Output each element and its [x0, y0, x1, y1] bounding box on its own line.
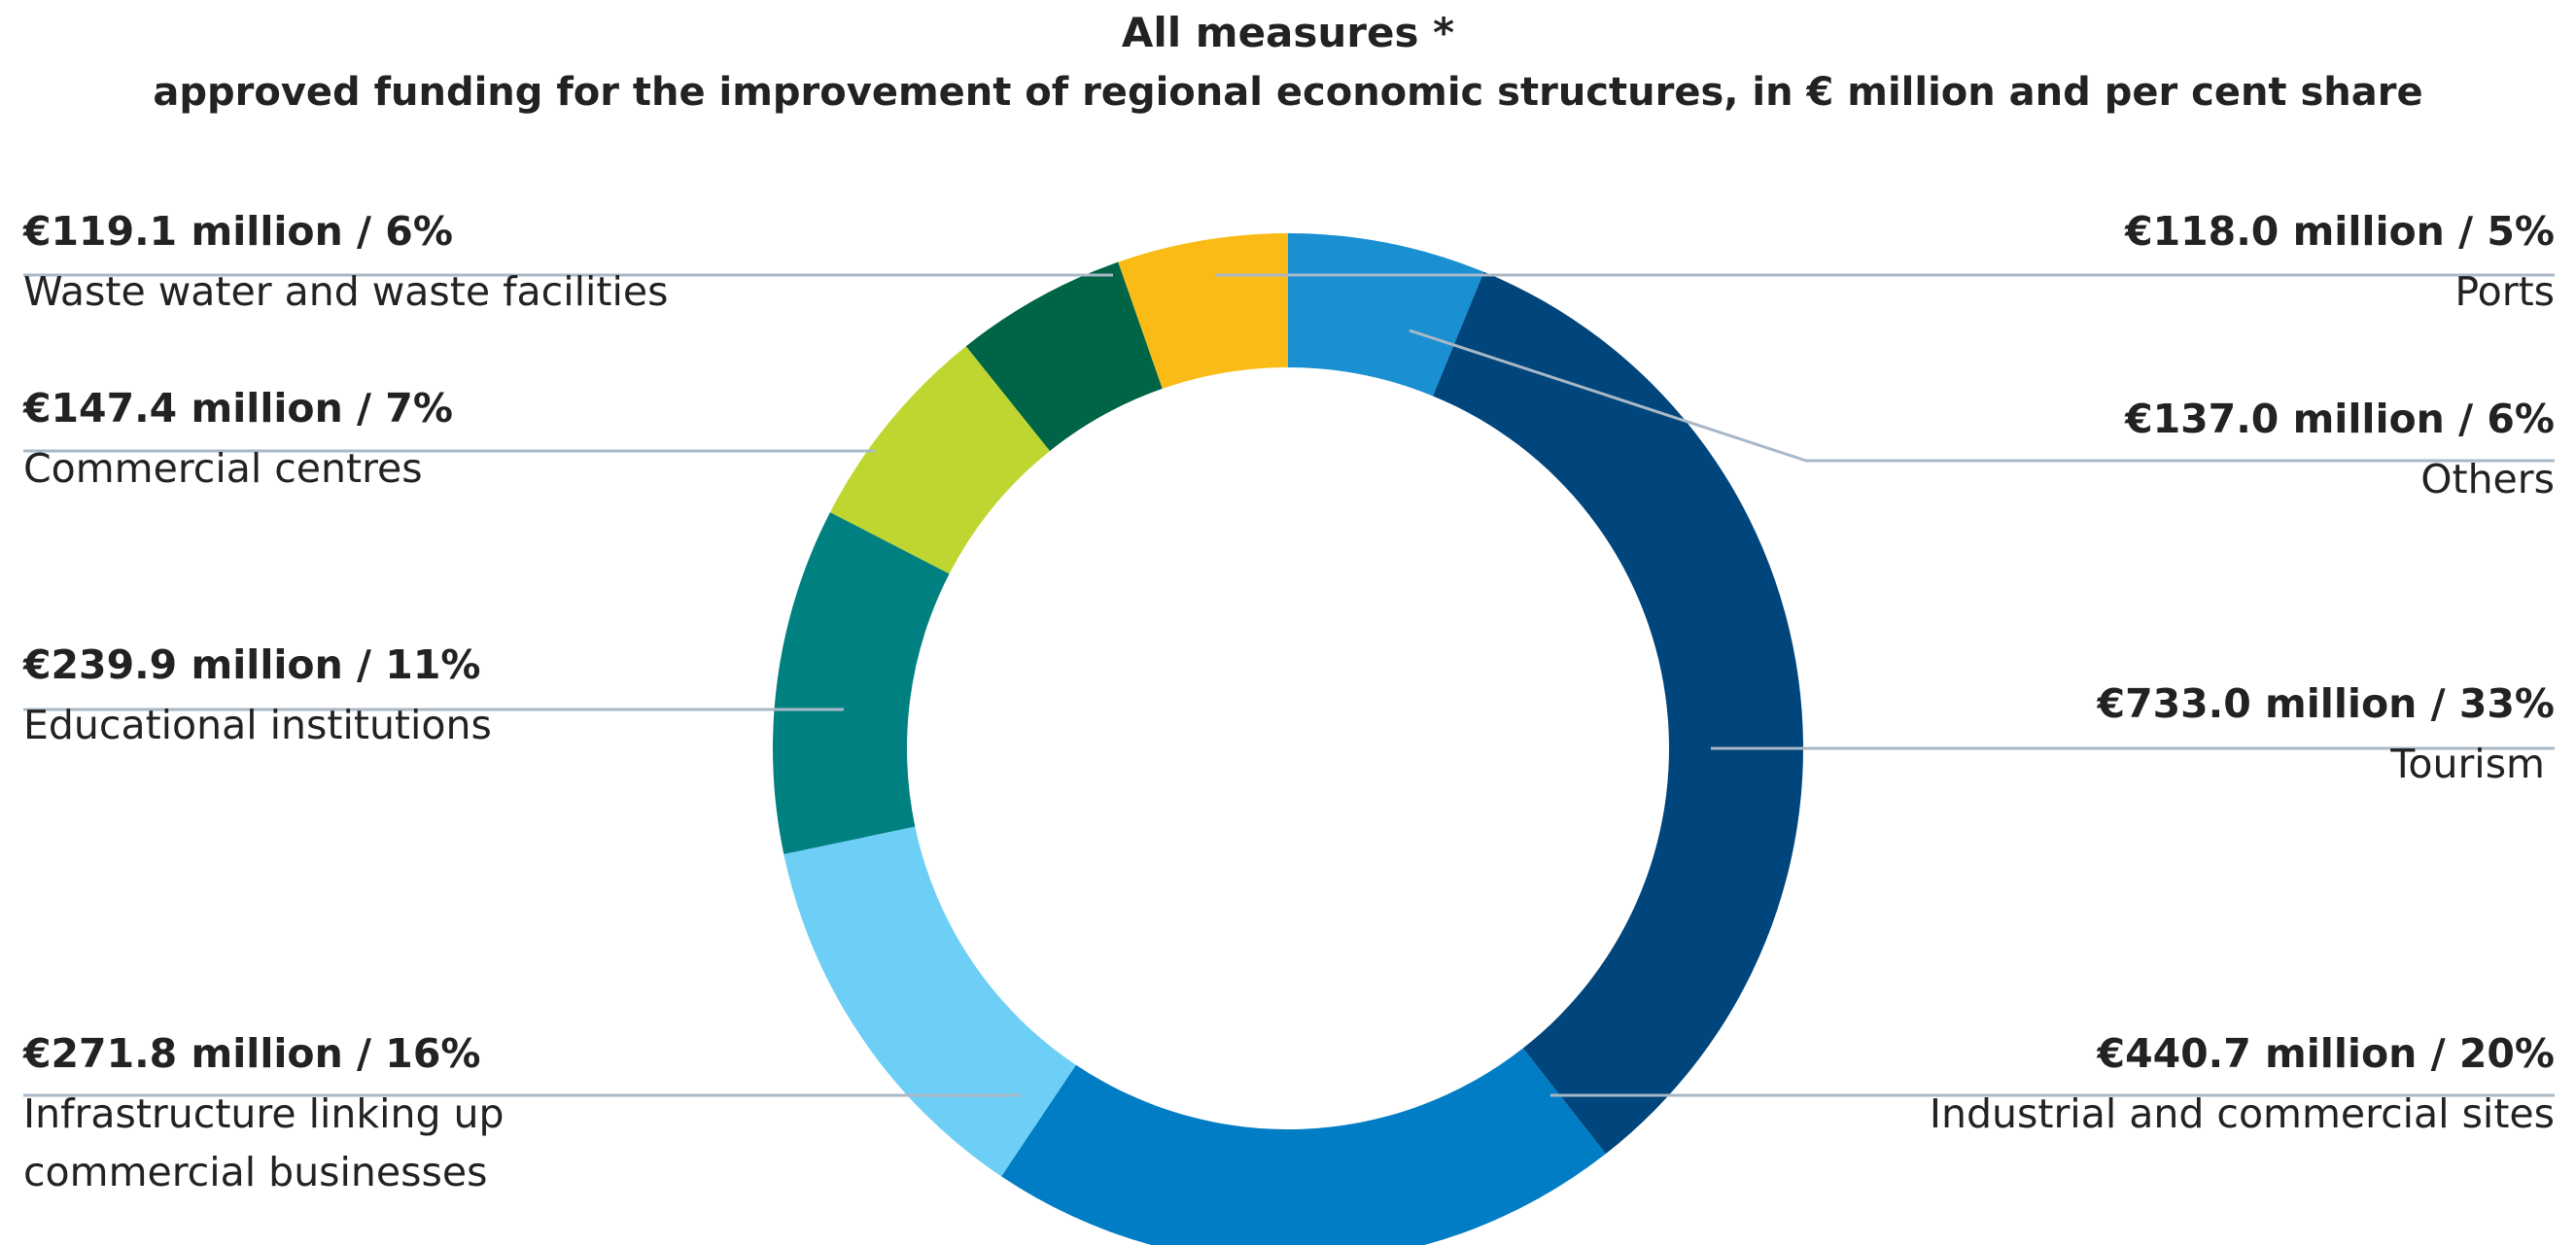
- value-label-waste-water-and-waste-facilities: €119.1 million / 6%: [22, 208, 453, 255]
- leader-lines: [23, 273, 2555, 1097]
- value-label-others: €137.0 million / 6%: [2124, 396, 2555, 442]
- category-label-ports: Ports: [2454, 268, 2555, 315]
- category-label-waste-water-and-waste-facilities: Waste water and waste facilities: [23, 268, 668, 315]
- chart-title: All measures *: [1122, 9, 1454, 56]
- category-label-tourism: Tourism: [2389, 741, 2545, 787]
- slice-labels: €137.0 million / 6% Others €733.0 million …: [22, 208, 2555, 1195]
- donut-slices: [772, 233, 1803, 1245]
- leader-line-others: [1409, 329, 2555, 463]
- value-label-ports: €118.0 million / 5%: [2124, 208, 2555, 255]
- value-label-commercial-centres: €147.4 million / 7%: [22, 385, 453, 432]
- value-label-industrial-and-commercial-sites: €440.7 million / 20%: [2097, 1030, 2555, 1077]
- slice-waste-water-and-waste-facilities: [965, 261, 1163, 451]
- category-label-infrastructure-linking-up-commercial-businesses-line-1: Infrastructure linking up: [23, 1090, 505, 1137]
- slice-ports: [1118, 233, 1288, 389]
- category-label-commercial-centres: Commercial centres: [23, 445, 423, 492]
- category-label-others: Others: [2420, 456, 2555, 502]
- slice-commercial-centres: [829, 346, 1051, 574]
- chart-subtitle: approved funding for the improvement of …: [153, 70, 2422, 115]
- slice-industrial-and-commercial-sites: [1001, 1048, 1606, 1245]
- value-label-tourism: €733.0 million / 33%: [2097, 680, 2555, 727]
- slice-tourism: [1433, 271, 1803, 1155]
- category-label-educational-institutions: Educational institutions: [23, 702, 492, 748]
- slice-educational-institutions: [772, 512, 950, 854]
- category-label-infrastructure-linking-up-commercial-businesses-line-2: commercial businesses: [23, 1149, 487, 1195]
- value-label-educational-institutions: €239.9 million / 11%: [22, 641, 480, 688]
- value-label-infrastructure-linking-up-commercial-businesses: €271.8 million / 16%: [22, 1030, 480, 1077]
- slice-infrastructure-linking-up-commercial-businesses: [783, 826, 1076, 1177]
- category-label-industrial-and-commercial-sites: Industrial and commercial sites: [1930, 1090, 2555, 1137]
